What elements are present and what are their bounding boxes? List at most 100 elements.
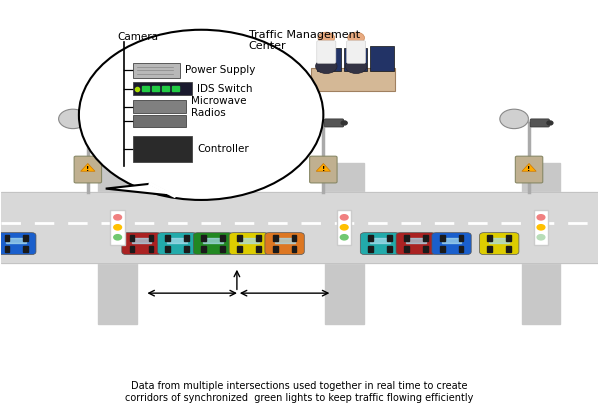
Bar [220,246,225,252]
Circle shape [500,109,528,129]
Text: !: ! [86,166,89,172]
Bar [23,246,28,252]
Circle shape [537,225,545,230]
Bar [406,238,426,243]
Text: Controller: Controller [197,144,249,154]
Bar [292,246,297,252]
FancyBboxPatch shape [229,233,268,255]
FancyBboxPatch shape [133,82,192,95]
Bar [130,235,135,241]
FancyBboxPatch shape [370,46,394,71]
Polygon shape [81,164,95,171]
Bar [292,235,297,241]
FancyBboxPatch shape [133,100,186,113]
Polygon shape [106,184,174,196]
Bar [201,235,206,241]
Bar [506,246,511,252]
Bar [256,246,261,252]
Bar [7,238,26,243]
Text: Power Supply: Power Supply [185,65,255,75]
Circle shape [340,225,348,230]
Bar [162,86,169,91]
Text: Traffic Management
Center: Traffic Management Center [249,30,360,51]
FancyBboxPatch shape [74,156,102,183]
Bar [273,246,277,252]
Bar [423,235,428,241]
Circle shape [106,121,111,125]
FancyBboxPatch shape [265,233,304,255]
Bar [130,246,135,252]
FancyBboxPatch shape [361,233,400,255]
FancyBboxPatch shape [193,156,221,183]
Bar [368,246,373,252]
Circle shape [114,235,122,240]
Circle shape [225,121,231,125]
Bar [167,238,187,243]
FancyBboxPatch shape [133,115,186,127]
Circle shape [318,32,335,44]
Bar [184,246,189,252]
Bar [488,246,492,252]
FancyBboxPatch shape [208,119,228,127]
FancyBboxPatch shape [337,210,352,245]
Circle shape [537,215,545,220]
Bar [220,235,225,241]
Polygon shape [200,164,214,171]
Text: Microwave
Radios: Microwave Radios [191,96,246,118]
Bar [506,235,511,241]
Circle shape [547,121,553,125]
Bar [132,238,152,243]
Ellipse shape [79,30,323,200]
Circle shape [59,109,87,129]
Bar [387,235,392,241]
Circle shape [316,59,337,73]
FancyBboxPatch shape [530,119,549,127]
Circle shape [346,59,367,73]
Bar [404,235,409,241]
FancyBboxPatch shape [325,119,344,127]
FancyBboxPatch shape [122,233,161,255]
FancyBboxPatch shape [158,233,197,255]
Bar [404,246,409,252]
Bar [387,246,392,252]
Bar [275,238,295,243]
Bar [5,235,9,241]
Circle shape [340,215,348,220]
Circle shape [114,225,122,230]
FancyBboxPatch shape [193,233,233,255]
Circle shape [178,109,207,129]
FancyBboxPatch shape [317,41,336,63]
FancyBboxPatch shape [89,119,108,127]
Bar [184,235,189,241]
Bar [5,246,9,252]
Bar [273,235,277,241]
Circle shape [348,32,364,44]
Text: Camera: Camera [117,32,159,42]
Bar [237,235,242,241]
Polygon shape [316,164,331,171]
Bar [488,235,492,241]
Circle shape [341,121,347,125]
FancyBboxPatch shape [133,136,192,162]
Bar [440,246,444,252]
Circle shape [114,215,122,220]
Bar [311,68,395,91]
Bar [149,246,153,252]
Bar [441,238,461,243]
Bar [98,164,137,324]
FancyBboxPatch shape [396,233,435,255]
Bar [23,235,28,241]
FancyBboxPatch shape [317,48,341,71]
FancyBboxPatch shape [534,210,548,245]
FancyBboxPatch shape [347,41,365,63]
Bar [423,246,428,252]
Circle shape [537,235,545,240]
FancyBboxPatch shape [133,63,180,78]
Text: !: ! [528,166,531,172]
Circle shape [340,235,348,240]
Bar [459,235,463,241]
FancyBboxPatch shape [110,210,125,245]
Bar [1,192,598,263]
Bar [152,86,159,91]
Text: !: ! [322,166,325,172]
